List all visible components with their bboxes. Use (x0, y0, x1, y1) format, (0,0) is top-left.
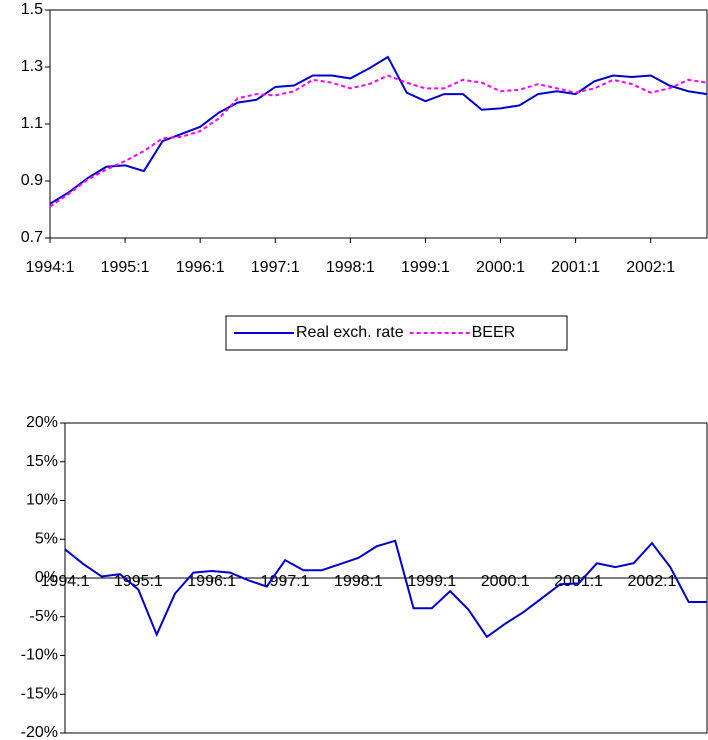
x-tick-label: 1998:1 (326, 259, 375, 276)
y-tick-label: 1.5 (21, 1, 43, 18)
y-tick-label: 20% (26, 414, 58, 431)
x-tick-label: 1998:1 (334, 573, 383, 590)
x-tick-label: 1994:1 (41, 573, 90, 590)
x-tick-label: 1999:1 (407, 573, 456, 590)
y-tick-label: 10% (26, 492, 58, 509)
y-tick-label: -15% (21, 685, 58, 702)
legend-label: BEER (472, 324, 516, 341)
x-tick-label: 1995:1 (101, 259, 150, 276)
x-tick-label: 2000:1 (476, 259, 525, 276)
y-tick-label: 1.1 (21, 115, 43, 132)
x-tick-label: 1996:1 (176, 259, 225, 276)
series-line (49, 74, 708, 208)
legend-label: Real exch. rate (296, 324, 404, 341)
x-tick-label: 2002:1 (626, 259, 675, 276)
y-tick-label: 1.3 (21, 58, 43, 75)
y-tick-label: 0% (35, 569, 58, 586)
series-line (49, 55, 708, 205)
y-tick-label: -5% (30, 608, 58, 625)
y-tick-label: -10% (21, 647, 58, 664)
x-tick-label: 1994:1 (26, 259, 75, 276)
x-tick-label: 1999:1 (401, 259, 450, 276)
series-line (64, 539, 707, 639)
x-tick-label: 1995:1 (114, 573, 163, 590)
x-tick-label: 2000:1 (481, 573, 530, 590)
plot-frame (49, 9, 708, 239)
y-tick-label: 0.9 (21, 172, 43, 189)
x-tick-label: 2001:1 (554, 573, 603, 590)
x-tick-label: 1997:1 (261, 573, 310, 590)
y-tick-label: 0.7 (21, 229, 43, 246)
x-tick-label: 1997:1 (251, 259, 300, 276)
x-tick-label: 2002:1 (628, 573, 677, 590)
y-tick-label: -20% (21, 724, 58, 740)
x-tick-label: 1996:1 (187, 573, 236, 590)
y-tick-label: 15% (26, 453, 58, 470)
x-tick-label: 2001:1 (551, 259, 600, 276)
y-tick-label: 5% (35, 530, 58, 547)
